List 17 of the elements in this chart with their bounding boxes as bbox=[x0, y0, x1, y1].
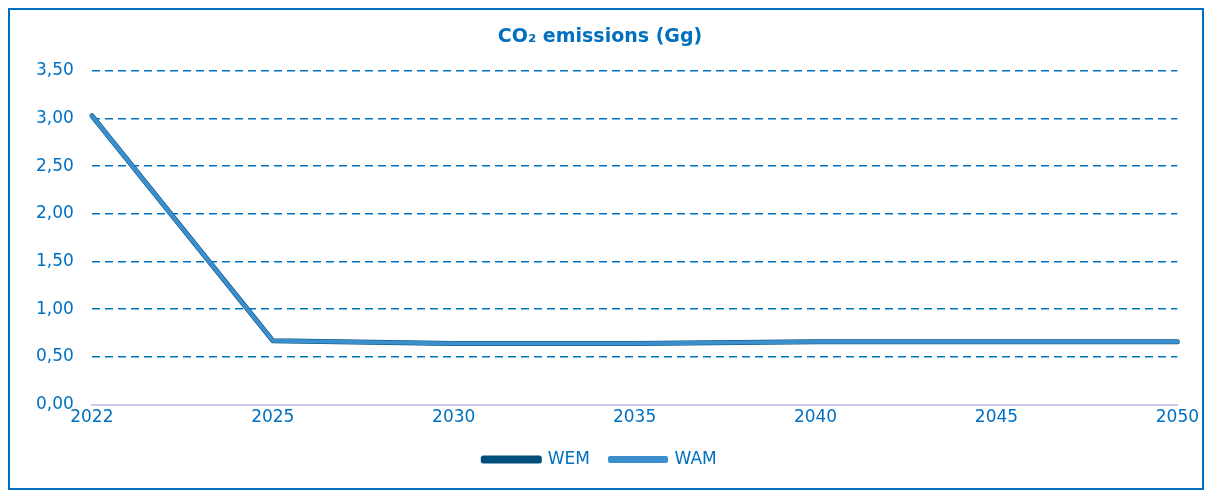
x-tick-label: 2030 bbox=[432, 406, 476, 427]
x-tick-label: 2045 bbox=[974, 406, 1019, 427]
x-tick-label: 2050 bbox=[1155, 406, 1199, 427]
x-tick-label: 2040 bbox=[793, 406, 838, 427]
chart-title: CO₂ emissions (Gg) bbox=[497, 24, 703, 47]
y-tick-label: 0,00 bbox=[35, 393, 74, 414]
legend-label: WEM bbox=[547, 447, 591, 468]
y-tick-label: 3,00 bbox=[35, 106, 74, 127]
y-tick-label: 1,50 bbox=[35, 249, 74, 270]
y-tick-label: 0,50 bbox=[35, 345, 74, 366]
x-tick-label: 2035 bbox=[612, 406, 657, 427]
y-tick-label: 2,50 bbox=[35, 154, 74, 175]
y-tick-label: 3,50 bbox=[35, 59, 74, 80]
y-tick-label: 2,00 bbox=[35, 202, 74, 223]
y-tick-label: 1,00 bbox=[35, 297, 74, 318]
legend-label: WAM bbox=[674, 447, 717, 468]
x-tick-label: 2025 bbox=[251, 406, 295, 427]
